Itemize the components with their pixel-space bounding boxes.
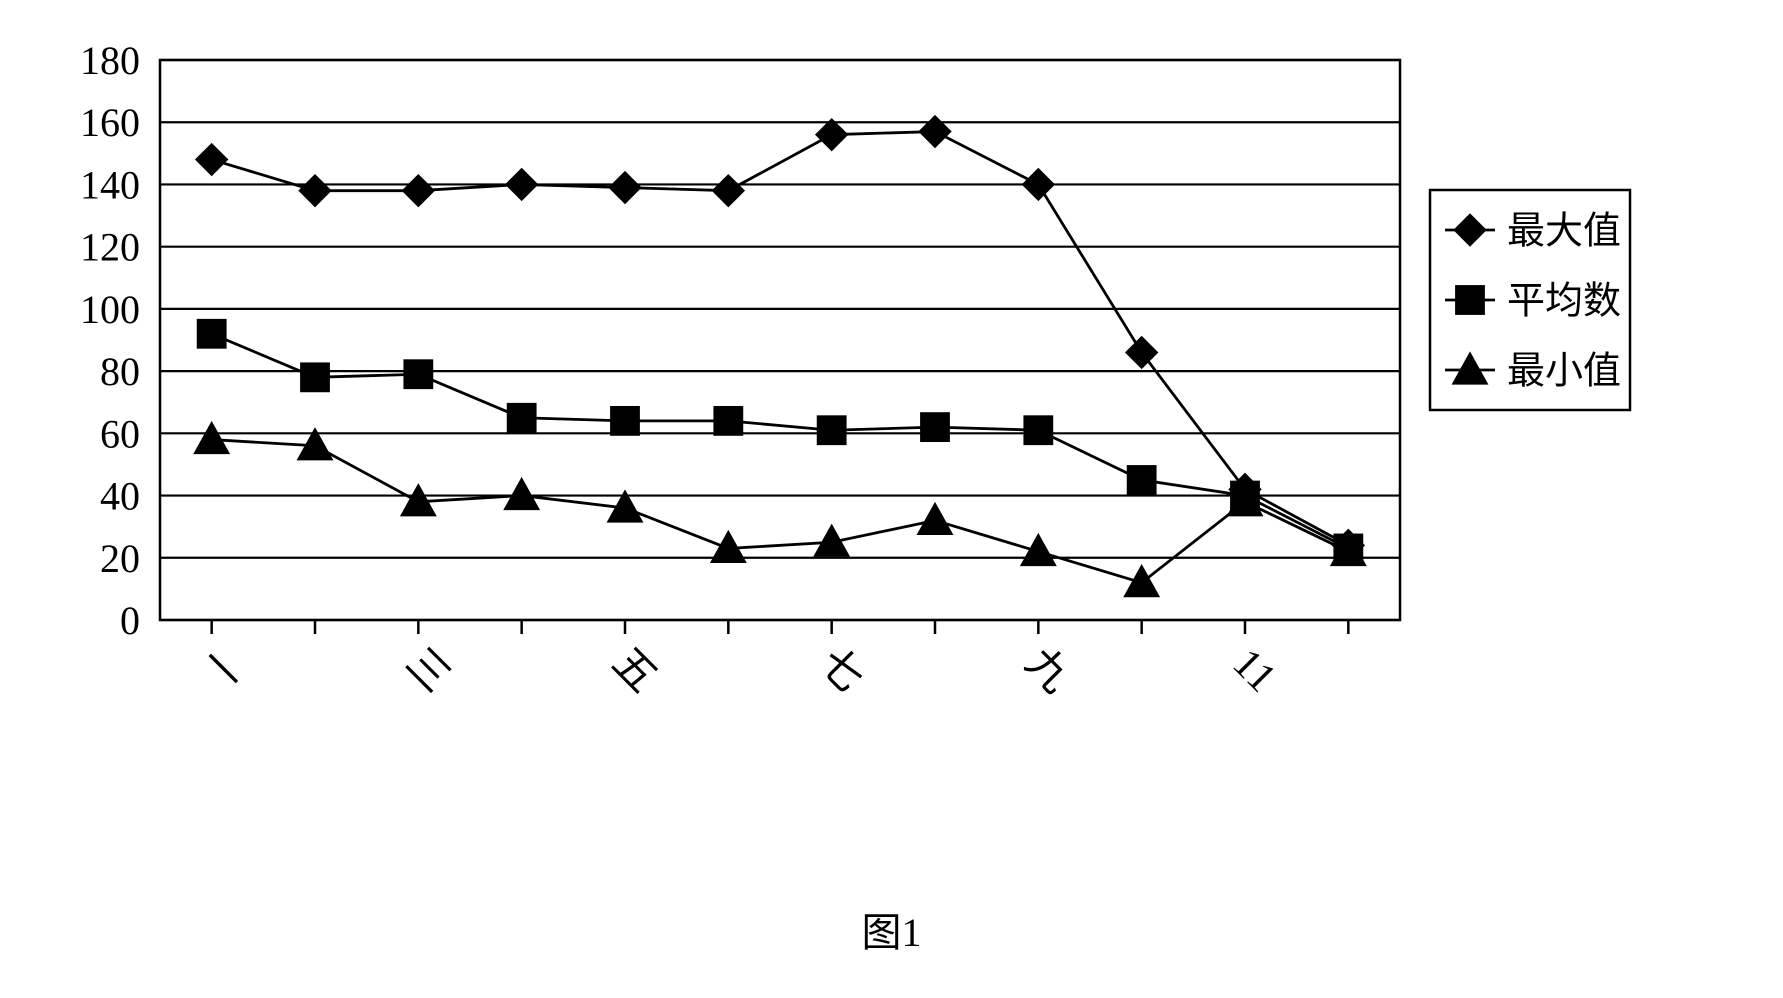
y-tick-label: 180 (80, 40, 140, 83)
y-tick-label: 40 (100, 474, 140, 519)
y-tick-label: 20 (100, 536, 140, 581)
line-chart: 020406080100120140160180一三五七九11最大值平均数最小值 (40, 40, 1640, 740)
svg-text:最小值: 最小值 (1507, 350, 1621, 392)
y-tick-label: 0 (120, 598, 140, 643)
chart-container: 020406080100120140160180一三五七九11最大值平均数最小值 (40, 40, 1640, 840)
svg-text:最大值: 最大值 (1507, 210, 1621, 252)
figure-caption: 图1 (40, 900, 1743, 958)
svg-text:平均数: 平均数 (1507, 280, 1621, 322)
y-tick-label: 60 (100, 411, 140, 456)
y-tick-label: 80 (100, 349, 140, 394)
y-tick-label: 140 (80, 162, 140, 207)
y-tick-label: 100 (80, 287, 140, 332)
y-tick-label: 120 (80, 225, 140, 270)
y-tick-label: 160 (80, 100, 140, 145)
